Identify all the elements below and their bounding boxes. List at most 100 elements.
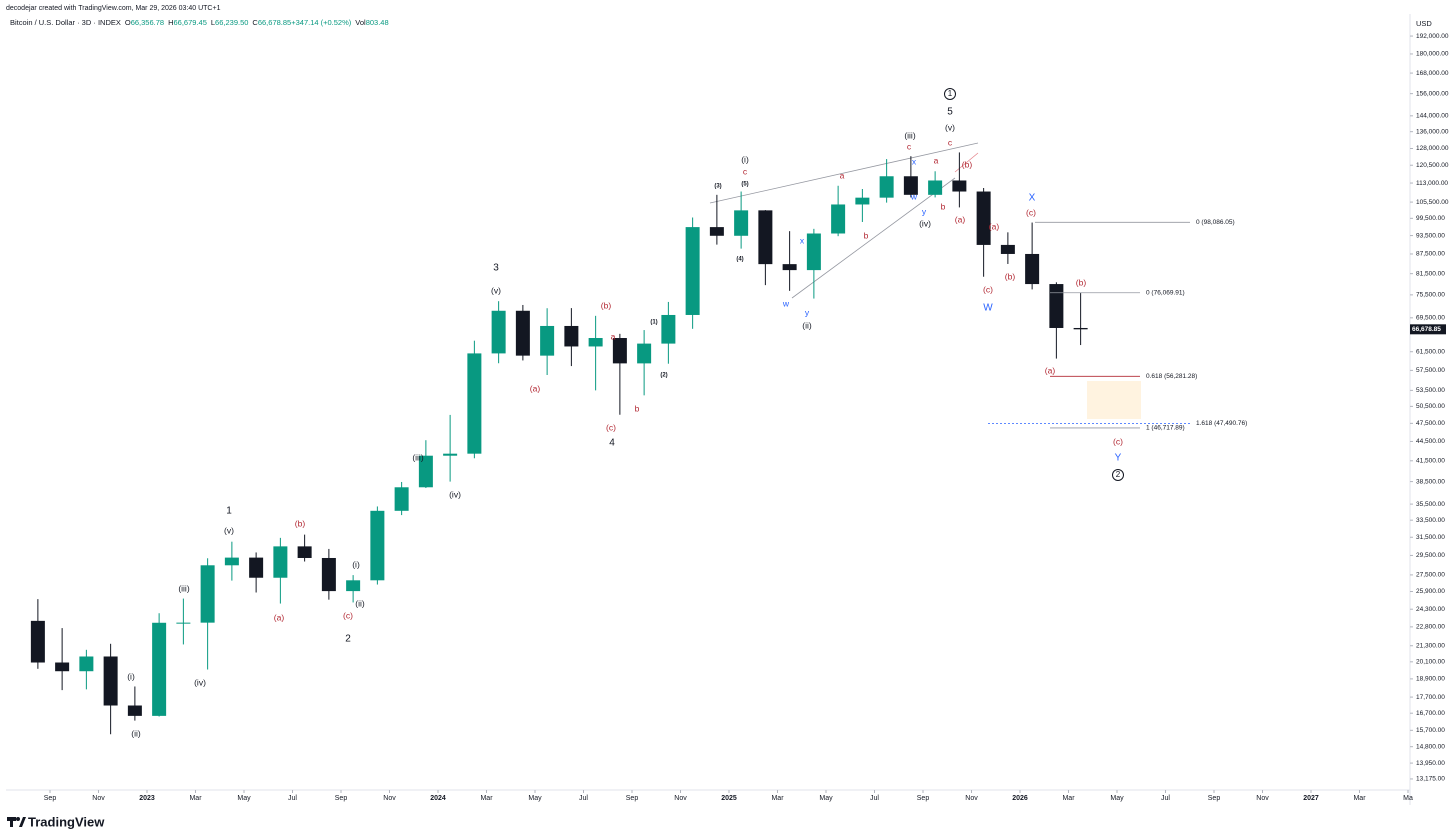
y-tick-label: 24,300.00: [1416, 606, 1445, 613]
y-tick-label: 75,500.00: [1416, 292, 1445, 299]
y-tick-label: 18,900.00: [1416, 676, 1445, 683]
y-tick-label: 113,000.00: [1416, 180, 1448, 187]
wave-label: a: [840, 170, 845, 180]
y-tick-label: 128,000.00: [1416, 145, 1449, 152]
wave-label: (iii): [412, 452, 423, 462]
candle-body: [976, 191, 991, 245]
wave-label: (iv): [919, 218, 931, 228]
candle-body: [79, 656, 94, 672]
x-tick-label: Sep: [44, 795, 57, 802]
attribution: decodejar created with TradingView.com, …: [6, 5, 221, 12]
wave-label: (b): [962, 159, 973, 169]
candle-body: [540, 325, 555, 356]
candle-body: [637, 343, 652, 364]
candle-body: [297, 546, 312, 558]
candle-body: [588, 338, 603, 347]
wave-label: (3): [714, 184, 721, 190]
y-tick-label: 93,500.00: [1416, 232, 1445, 239]
wave-label: (ii): [131, 728, 141, 738]
x-tick-label: Nov: [1256, 795, 1269, 802]
x-tick-label: 2023: [139, 795, 155, 802]
readout-label: C: [252, 18, 258, 27]
y-tick-label: 53,500.00: [1416, 387, 1445, 394]
wave-label: y: [805, 307, 810, 317]
wave-label: w: [782, 298, 790, 308]
candle-body: [127, 705, 142, 716]
candle-body: [103, 656, 118, 706]
wave-label: 4: [609, 438, 615, 449]
y-tick-label: 31,500.00: [1416, 534, 1445, 541]
wave-label: (i): [352, 559, 360, 569]
x-tick-label: Mar: [189, 795, 202, 802]
fib-label: 0 (98,086.05): [1196, 219, 1235, 226]
readout-value: 66,678.85: [258, 18, 291, 27]
wave-label: (c): [1113, 436, 1123, 446]
wave-label: (c): [606, 422, 616, 432]
y-tick-label: 120,500.00: [1416, 162, 1449, 169]
wave-label: b: [941, 201, 946, 211]
y-tick-label: 69,500.00: [1416, 315, 1445, 322]
wave-label: a: [934, 155, 939, 165]
candle-body: [612, 338, 627, 364]
price-badge: [1410, 324, 1446, 335]
trendline: [954, 152, 979, 173]
wave-label: c: [743, 166, 748, 176]
trendline: [709, 142, 979, 204]
readout-label: O: [125, 18, 131, 27]
wave-label: a: [611, 331, 616, 341]
logo-shape: [10, 817, 13, 827]
candle-body: [176, 622, 191, 624]
x-tick-label: Mar: [480, 795, 493, 802]
brand-name: TradingView: [28, 814, 105, 829]
x-tick-label: 2027: [1303, 795, 1319, 802]
readout-label: H: [168, 18, 173, 27]
candle-body: [30, 620, 45, 663]
wave-label: 2: [1116, 470, 1121, 479]
y-tick-label: 41,500.00: [1416, 458, 1445, 465]
y-tick-label: 50,500.00: [1416, 403, 1445, 410]
wave-label: (2): [660, 373, 667, 379]
fib-label: 1.618 (47,490.76): [1196, 420, 1247, 427]
candle-body: [782, 264, 797, 271]
y-tick-label: 13,175.00: [1416, 776, 1445, 783]
readout-value: 66,356.78: [131, 18, 164, 27]
candle-body: [879, 176, 894, 198]
wave-label: c: [948, 137, 953, 147]
y-tick-label: 21,300.00: [1416, 642, 1445, 649]
wave-label: (iii): [904, 130, 915, 140]
candle-body: [273, 546, 288, 578]
x-tick-label: Jul: [870, 795, 879, 802]
wave-label: 3: [493, 263, 499, 274]
wave-label: (iv): [194, 677, 206, 687]
wave-label: c: [907, 141, 912, 151]
candle-body: [346, 580, 361, 592]
y-tick-label: 156,000.00: [1416, 90, 1449, 97]
x-tick-label: Nov: [92, 795, 105, 802]
y-tick-label: 13,950.00: [1416, 760, 1445, 767]
wave-label: y: [922, 206, 927, 216]
symbol-title: Bitcoin / U.S. Dollar · 3D · INDEX: [10, 18, 121, 27]
fib-label: 0 (76,069.91): [1146, 289, 1185, 296]
candle-body: [1000, 244, 1015, 254]
wave-label: (b): [295, 518, 306, 528]
readout-value: 803.48: [366, 18, 389, 27]
y-tick-label: 136,000.00: [1416, 128, 1449, 135]
candle-body: [903, 176, 918, 195]
wave-label: (v): [224, 525, 234, 535]
readout-value: +347.14 (+0.52%): [291, 18, 352, 27]
wave-label: (a): [530, 383, 541, 393]
wave-label: (a): [989, 221, 1000, 231]
y-tick-label: 22,800.00: [1416, 624, 1445, 631]
candle-body: [661, 314, 676, 344]
wave-label: (iv): [449, 489, 461, 499]
candle-body: [758, 210, 773, 265]
y-tick-label: 57,500.00: [1416, 367, 1445, 374]
candles: [30, 152, 1088, 735]
wave-label: (c): [1026, 207, 1036, 217]
candle-body: [709, 227, 724, 236]
wave-label: x: [912, 156, 917, 166]
wave-label: (v): [491, 285, 501, 295]
y-tick-label: 144,000.00: [1416, 113, 1449, 120]
y-tick-label: 16,700.00: [1416, 710, 1445, 717]
candle-body: [806, 233, 821, 271]
